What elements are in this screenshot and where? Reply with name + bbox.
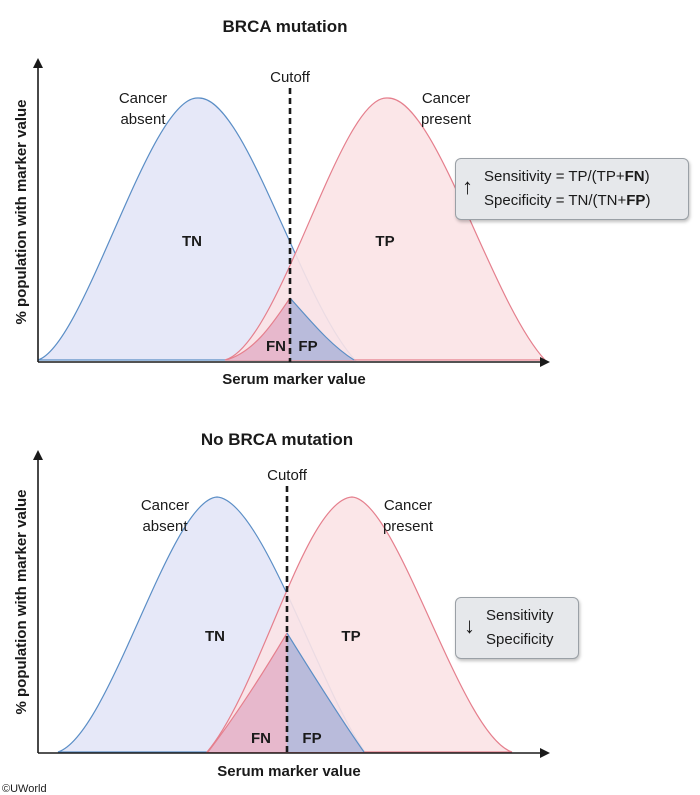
present-curve-edge [225, 297, 291, 361]
fn-region [208, 633, 287, 752]
tn-label: TN [182, 233, 202, 250]
sensitivity-formula: Sensitivity = TP/(TP+FN) [484, 168, 650, 185]
cancer-present-label-line2: present [421, 111, 472, 128]
specificity-label: Specificity [486, 631, 554, 648]
panel-title: BRCA mutation [223, 17, 348, 36]
fn-label: FN [251, 730, 271, 747]
panel-title: No BRCA mutation [201, 430, 353, 449]
cutoff-label: Cutoff [270, 69, 311, 86]
copyright-credit: ©UWorld [2, 783, 47, 795]
cancer-present-curve [224, 97, 547, 361]
x-axis-label: Serum marker value [217, 763, 360, 780]
fp-label: FP [298, 338, 317, 355]
sensitivity-label: Sensitivity [486, 607, 554, 624]
tp-label: TP [341, 628, 360, 645]
arrow-up-icon: ↑ [462, 174, 473, 199]
cutoff-label: Cutoff [267, 467, 308, 484]
y-axis-label: % population with marker value [13, 99, 30, 324]
cancer-absent-label-line1: Cancer [119, 90, 167, 107]
x-axis-label: Serum marker value [222, 371, 365, 388]
tp-label: TP [375, 233, 394, 250]
cancer-absent-label-line1: Cancer [141, 497, 189, 514]
y-axis-label: % population with marker value [13, 489, 30, 714]
fp-region [287, 633, 364, 752]
tn-label: TN [205, 628, 225, 645]
cancer-present-label-line1: Cancer [384, 497, 432, 514]
cancer-absent-label-line2: absent [142, 518, 188, 535]
cancer-absent-label-line2: absent [120, 111, 166, 128]
fp-label: FP [302, 730, 321, 747]
present-curve-edge [207, 632, 288, 753]
cancer-present-label-line1: Cancer [422, 90, 470, 107]
cancer-present-label-line2: present [383, 518, 434, 535]
sensitivity-specificity-box-increase: ↑ Sensitivity = TP/(TP+FN) Specificity =… [455, 158, 689, 220]
fp-region [290, 298, 354, 360]
panel-no-brca-mutation: No BRCA mutation Cutoff Cancer absent Ca… [13, 430, 550, 780]
specificity-formula: Specificity = TN/(TN+FP) [484, 192, 651, 209]
absent-curve-edge [286, 632, 365, 753]
arrow-down-icon: ↓ [464, 613, 475, 638]
absent-curve-edge [289, 297, 355, 361]
panel-brca-mutation: BRCA mutation Cutoff Cancer absent Cance… [13, 17, 550, 388]
sensitivity-specificity-box-decrease: ↓ Sensitivity Specificity [455, 597, 579, 659]
fn-label: FN [266, 338, 286, 355]
fn-region [226, 298, 290, 360]
